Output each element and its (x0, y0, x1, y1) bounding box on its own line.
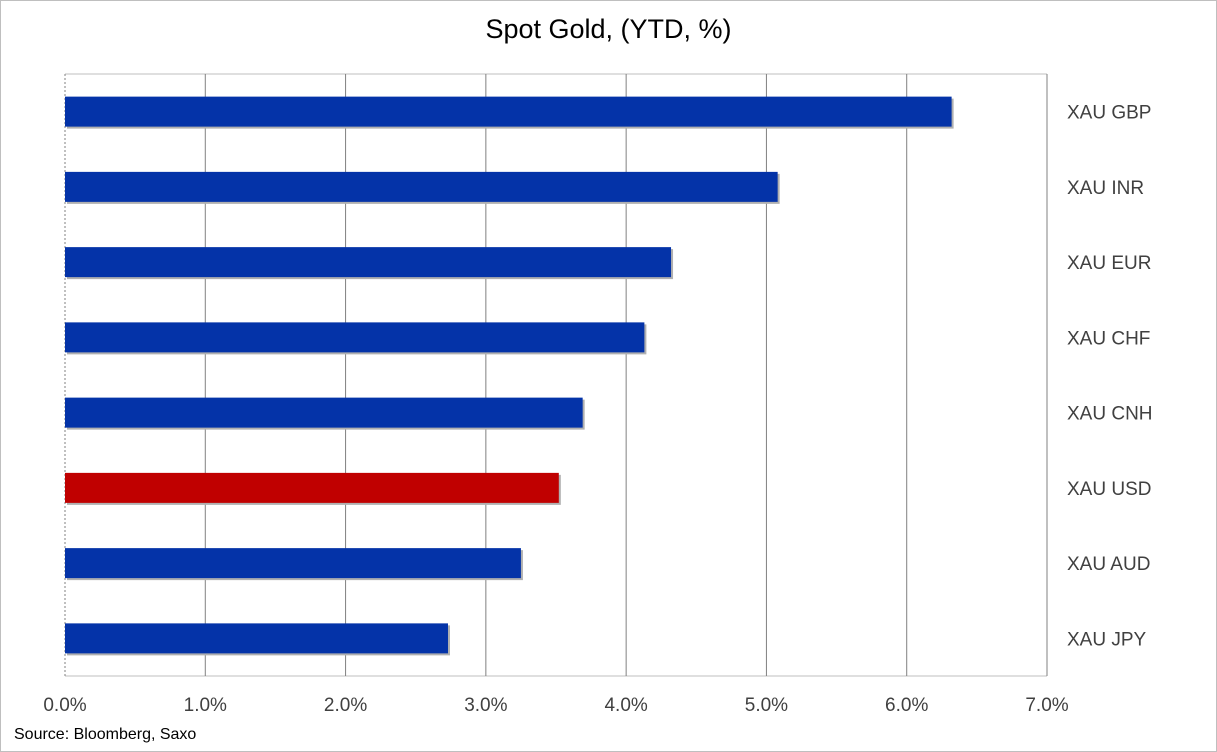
bar (65, 623, 448, 654)
category-label: XAU CHF (1067, 328, 1150, 349)
bar (65, 397, 583, 428)
x-tick-labels: 0.0% 1.0% 2.0% 3.0% 4.0% 5.0% 6.0% 7.0% (43, 695, 1068, 716)
category-label: XAU USD (1067, 479, 1151, 500)
bar (65, 247, 672, 278)
chart-title: Spot Gold, (YTD, %) (485, 14, 732, 44)
x-tick-label: 7.0% (1025, 695, 1068, 716)
category-label: XAU AUD (1067, 554, 1150, 575)
category-label: XAU INR (1067, 178, 1144, 199)
x-tick-label: 3.0% (464, 695, 507, 716)
x-tick-label: 1.0% (184, 695, 227, 716)
x-tick-label: 5.0% (745, 695, 788, 716)
bars (65, 96, 954, 656)
bar (65, 171, 778, 202)
bar (65, 472, 559, 503)
bar (65, 548, 521, 579)
bar (65, 96, 952, 127)
source-note: Source: Bloomberg, Saxo (14, 726, 197, 743)
x-tick-label: 2.0% (324, 695, 367, 716)
bar (65, 322, 645, 353)
category-labels: XAU GBP XAU INR XAU EUR XAU CHF XAU CNH XAU U… (1067, 103, 1153, 651)
category-label: XAU EUR (1067, 253, 1151, 274)
category-label: XAU JPY (1067, 629, 1147, 650)
x-tick-label: 4.0% (604, 695, 647, 716)
category-label: XAU GBP (1067, 103, 1151, 124)
gridlines (64, 73, 1048, 677)
x-tick-label: 6.0% (885, 695, 928, 716)
category-label: XAU CNH (1067, 404, 1153, 425)
x-tick-label: 0.0% (43, 695, 86, 716)
